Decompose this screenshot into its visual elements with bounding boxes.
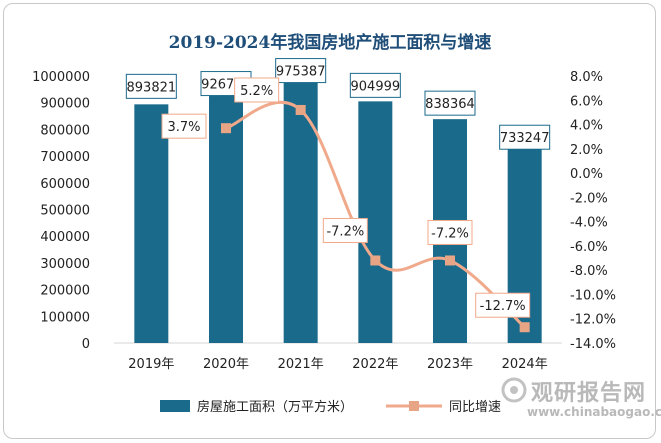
x-tick-label: 2022年 — [352, 357, 398, 372]
bar-data-label-box — [349, 72, 401, 98]
bar-data-label: 733247 — [500, 131, 550, 146]
line-data-label-box — [322, 217, 368, 243]
bar-data-label: 975387 — [276, 65, 326, 80]
y-left-tick-label: 0 — [82, 337, 90, 352]
y-right-tick-label: -12.0% — [570, 313, 616, 328]
line-data-label: 3.7% — [167, 120, 200, 135]
y-right-tick-label: -8.0% — [570, 264, 608, 279]
y-right-tick-label: 2.0% — [570, 143, 603, 158]
line-data-label: -7.2% — [326, 224, 364, 239]
line-data-label: 5.2% — [240, 84, 273, 99]
watermark-url: www.chinabaogao.com — [527, 405, 661, 419]
x-tick-label: 2024年 — [502, 357, 548, 372]
bar — [209, 95, 243, 343]
watermark: 观研报告网 www.chinabaogao.com — [501, 375, 661, 425]
growth-marker — [445, 255, 455, 266]
line-data-label-box — [427, 219, 473, 245]
growth-marker — [295, 104, 306, 115]
y-right-tick-label: -6.0% — [570, 240, 608, 255]
x-tick-label: 2023年 — [427, 357, 473, 372]
y-left-tick-label: 100000 — [40, 310, 90, 325]
line-data-label-box — [234, 77, 280, 103]
y-right-tick-label: -10.0% — [570, 288, 616, 303]
line-data-label-box — [475, 292, 531, 318]
y-left-tick-label: 700000 — [40, 150, 90, 165]
line-data-label: -7.2% — [431, 226, 469, 241]
watermark-logo-icon — [501, 377, 527, 403]
legend-line-marker — [409, 401, 419, 411]
y-left-tick-label: 400000 — [40, 230, 90, 245]
chart-svg: 2019-2024年我国房地产施工面积与增速 0 100000 200000 30000… — [32, 32, 616, 415]
y-left-tick-label: 900000 — [40, 97, 90, 112]
y-left-tick-label: 300000 — [40, 257, 90, 272]
bar-data-label-box — [424, 90, 476, 116]
x-tick-label: 2019年 — [128, 357, 174, 372]
y-right-tick-label: -2.0% — [570, 191, 608, 206]
growth-marker — [370, 255, 381, 266]
growth-marker — [221, 123, 231, 134]
y-right-tick-label: -4.0% — [570, 216, 608, 231]
y-right-tick-label: -14.0% — [570, 337, 616, 352]
x-tick-label: 2020年 — [203, 357, 249, 372]
legend-bar-swatch — [160, 400, 190, 412]
line-data-label: -12.7% — [480, 299, 526, 314]
y-left-tick-label: 800000 — [40, 123, 90, 138]
y-right-tick-label: 4.0% — [570, 119, 603, 134]
chart-title: 2019-2024年我国房地产施工面积与增速 — [169, 32, 492, 53]
growth-marker — [519, 322, 530, 333]
x-tick-label: 2021年 — [278, 357, 324, 372]
legend-line-label: 同比增速 — [449, 400, 501, 415]
watermark-brand: 观研报告网 — [531, 381, 647, 406]
y-right-tick-label: 0.0% — [570, 167, 603, 182]
bar-data-label-box — [275, 58, 327, 84]
bar-data-label: 838364 — [425, 97, 475, 112]
y-left-tick-label: 1000000 — [32, 70, 90, 85]
bar-data-label: 893821 — [127, 80, 177, 95]
y-left-tick-label: 500000 — [40, 204, 90, 219]
y-right-tick-label: 8.0% — [570, 70, 603, 85]
chart-frame: 2019-2024年我国房地产施工面积与增速 0 100000 200000 30000… — [3, 3, 661, 439]
bar — [134, 104, 169, 343]
bar — [283, 82, 318, 344]
legend-bar-label: 房屋施工面积（万平方米） — [197, 399, 353, 415]
bar-data-label-box — [499, 124, 551, 150]
y-left-tick-label: 600000 — [40, 177, 90, 192]
line-data-label-box — [161, 113, 207, 139]
y-right-tick-label: 6.0% — [570, 94, 603, 109]
y-left-tick-label: 200000 — [40, 284, 90, 299]
bar-data-label: 904999 — [351, 79, 401, 94]
bar-data-label-box — [125, 73, 177, 99]
